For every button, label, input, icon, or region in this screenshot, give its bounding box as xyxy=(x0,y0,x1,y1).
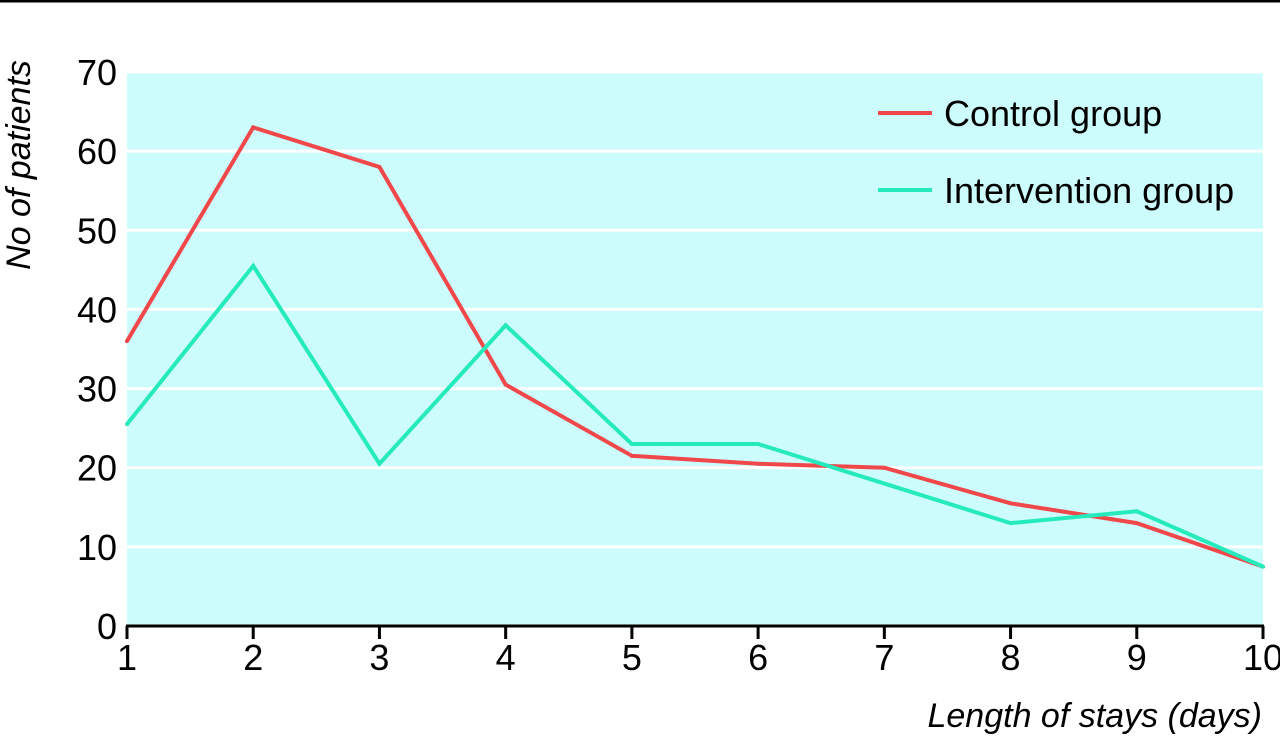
y-tick-label: 30 xyxy=(77,369,117,410)
y-tick-label: 40 xyxy=(77,289,117,330)
x-tick-label: 6 xyxy=(748,637,768,678)
data-point xyxy=(882,465,887,470)
data-point xyxy=(629,441,634,446)
data-point xyxy=(756,441,761,446)
x-ticks: 1 2 3 4 5 6 7 8 9 10 xyxy=(117,626,1280,678)
x-tick-label: 2 xyxy=(243,637,263,678)
x-tick-label: 4 xyxy=(496,637,516,678)
data-point xyxy=(125,422,129,427)
legend-label: Intervention group xyxy=(944,170,1234,211)
y-tick-label: 10 xyxy=(77,527,117,568)
data-point xyxy=(1008,501,1013,506)
data-point xyxy=(503,323,508,328)
series-lines xyxy=(125,125,1265,569)
y-tick-label: 50 xyxy=(77,210,117,251)
x-tick-label: 10 xyxy=(1243,637,1280,678)
data-point xyxy=(1134,509,1139,514)
data-point xyxy=(377,164,382,169)
x-tick-label: 8 xyxy=(1001,637,1021,678)
series-line-control xyxy=(125,125,1264,569)
data-point xyxy=(756,461,761,466)
data-point xyxy=(1261,564,1265,569)
y-ticks: 0 10 20 30 40 50 60 70 xyxy=(77,52,117,647)
y-tick-label: 70 xyxy=(77,52,117,93)
x-axis-title: Length of stays (days) xyxy=(927,697,1262,735)
x-tick-label: 5 xyxy=(622,637,642,678)
data-point xyxy=(1008,521,1013,526)
x-tick-label: 9 xyxy=(1127,637,1147,678)
y-tick-label: 0 xyxy=(97,606,117,647)
x-tick-label: 3 xyxy=(369,637,389,678)
data-point xyxy=(251,125,256,130)
series-line-intervention xyxy=(125,262,1264,569)
y-tick-label: 20 xyxy=(77,448,117,489)
x-tick-label: 1 xyxy=(117,637,137,678)
legend-label: Control group xyxy=(944,93,1162,134)
data-point xyxy=(503,382,508,387)
plot-background xyxy=(127,72,1263,626)
data-point xyxy=(377,461,382,466)
data-point xyxy=(882,481,887,486)
data-point xyxy=(1134,521,1139,526)
y-axis-title: No of patients xyxy=(0,60,38,270)
gridlines xyxy=(127,70,1263,549)
data-point xyxy=(629,453,634,458)
data-point xyxy=(251,263,256,268)
legend: Control group Intervention group xyxy=(878,93,1234,211)
data-point xyxy=(125,339,129,344)
y-tick-label: 60 xyxy=(77,131,117,172)
x-tick-label: 7 xyxy=(874,637,894,678)
